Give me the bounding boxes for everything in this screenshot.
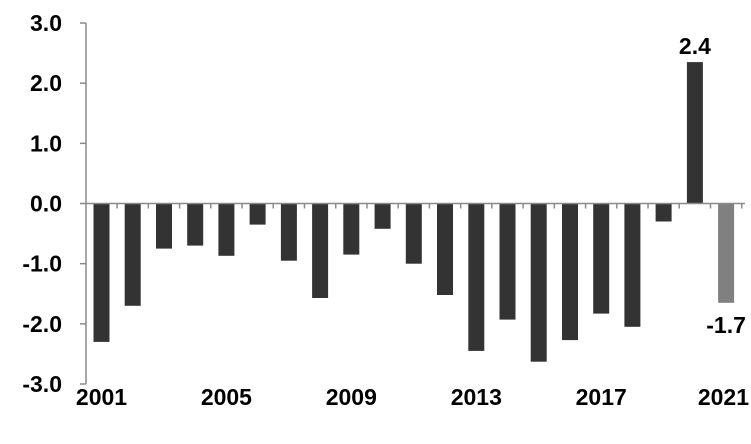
- bar-2020: [686, 62, 703, 204]
- bar-2015: [530, 203, 547, 362]
- x-tick-label: 2009: [326, 384, 377, 410]
- x-tick-label: 2017: [576, 384, 627, 410]
- bar-2011: [405, 203, 422, 264]
- data-label-2020: 2.4: [679, 33, 711, 59]
- bar-2012: [437, 203, 453, 295]
- bar-2002: [124, 203, 141, 306]
- y-tick-label: -1.0: [22, 251, 62, 277]
- y-tick-label: 1.0: [30, 130, 62, 156]
- bars: [93, 62, 735, 362]
- bar-2010: [374, 203, 391, 229]
- y-tick-label: -2.0: [22, 311, 62, 337]
- bar-2008: [312, 203, 329, 298]
- bar-2017: [593, 203, 610, 314]
- x-tick-label: 2013: [451, 384, 502, 410]
- bar-2014: [499, 203, 516, 320]
- y-axis-ticks: 3.0 2.0 1.0 0.0 -1.0 -2.0 -3.0: [22, 10, 62, 397]
- data-labels: 2.4 -1.7: [679, 33, 746, 338]
- x-axis-ticks: 2001 2005 2009 2013 2017 2021: [76, 384, 749, 410]
- bar-2021: [718, 203, 735, 303]
- y-tick-label: 2.0: [30, 70, 62, 96]
- axes: [80, 22, 745, 385]
- y-tick-label: -3.0: [22, 371, 62, 397]
- bar-2018: [624, 203, 641, 327]
- bar-2013: [468, 203, 485, 351]
- data-label-2021: -1.7: [706, 312, 746, 338]
- bar-2016: [562, 203, 578, 341]
- bar-2019: [655, 203, 672, 222]
- y-tick-label: 3.0: [30, 10, 62, 36]
- bar-2005: [218, 203, 235, 256]
- bar-2009: [343, 203, 360, 255]
- y-tick-label: 0.0: [30, 191, 62, 217]
- x-tick-label: 2021: [698, 384, 749, 410]
- bar-2007: [280, 203, 297, 261]
- x-tick-label: 2001: [76, 384, 127, 410]
- x-tick-label: 2005: [201, 384, 252, 410]
- bar-2004: [187, 203, 204, 246]
- bar-2003: [156, 203, 172, 249]
- bar-2001: [93, 203, 110, 342]
- bar-2006: [249, 203, 266, 225]
